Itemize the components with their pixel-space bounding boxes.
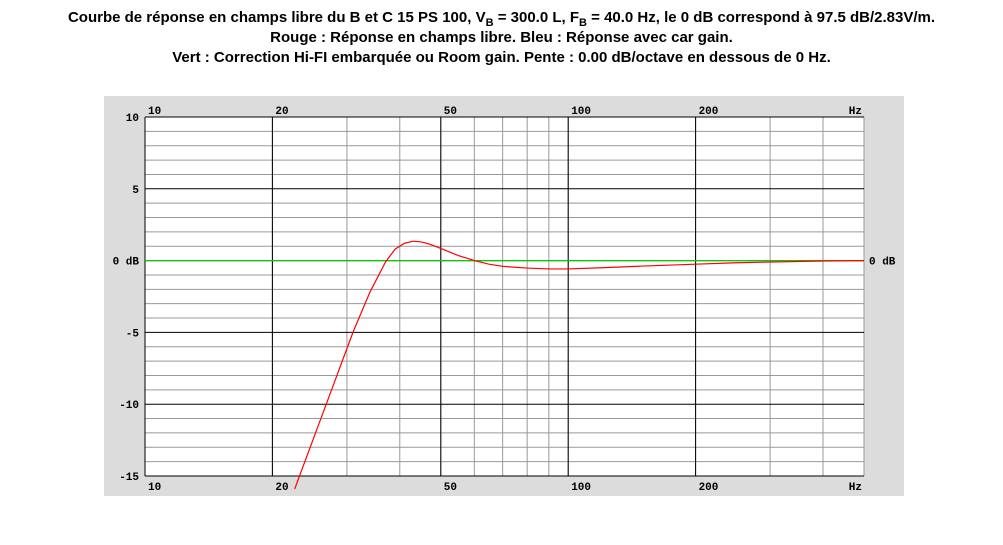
- y-right-label: 0 dB: [869, 257, 896, 269]
- plot-area: [145, 117, 864, 476]
- y-tick-label: 10: [126, 113, 139, 125]
- chart-title-line-1: Courbe de réponse en champs libre du B e…: [0, 8, 1003, 29]
- x-tick-label-top: 50: [444, 106, 457, 118]
- axis-labels: 10 10 20 20 50 50 100 100 200 200 Hz Hz 10 5 0 dB -5 -10…: [113, 106, 896, 494]
- y-tick-label: -15: [119, 472, 139, 484]
- x-tick-label-top: 100: [571, 106, 591, 118]
- x-unit-label-bottom: Hz: [849, 482, 862, 494]
- title-fb-subscript: B: [579, 17, 587, 29]
- chart-subtitle-line-3: Vert : Correction Hi-FI embarquée ou Roo…: [172, 49, 831, 66]
- title-vb-subscript: B: [485, 17, 494, 29]
- title-line1-post: = 40.0 Hz, le 0 dB correspond à 97.5 dB/…: [586, 9, 936, 26]
- x-tick-label-top: 20: [275, 106, 288, 118]
- x-tick-label-bottom: 10: [148, 482, 161, 494]
- x-tick-label-bottom: 200: [699, 482, 719, 494]
- x-tick-label-bottom: 50: [444, 482, 457, 494]
- title-line1-mid: = 300.0 L, F: [493, 9, 580, 26]
- title-line1-pre: Courbe de réponse en champs libre du B e…: [67, 9, 486, 26]
- x-tick-label-top: 200: [699, 106, 719, 118]
- y-tick-label: 5: [132, 185, 139, 197]
- y-tick-label: 0 dB: [113, 257, 140, 269]
- x-tick-label-bottom: 100: [571, 482, 591, 494]
- y-tick-label: -10: [119, 400, 139, 412]
- x-tick-label-bottom: 20: [275, 482, 288, 494]
- y-tick-label: -5: [126, 328, 140, 340]
- chart-title-block: Courbe de réponse en champs libre du B e…: [0, 8, 1003, 68]
- chart-subtitle-line-2: Rouge : Réponse en champs libre. Bleu : …: [270, 29, 733, 46]
- red-response-curve: [294, 240, 864, 489]
- x-unit-label-top: Hz: [849, 106, 862, 118]
- x-tick-label-top: 10: [148, 106, 161, 118]
- series-lines: [145, 240, 864, 489]
